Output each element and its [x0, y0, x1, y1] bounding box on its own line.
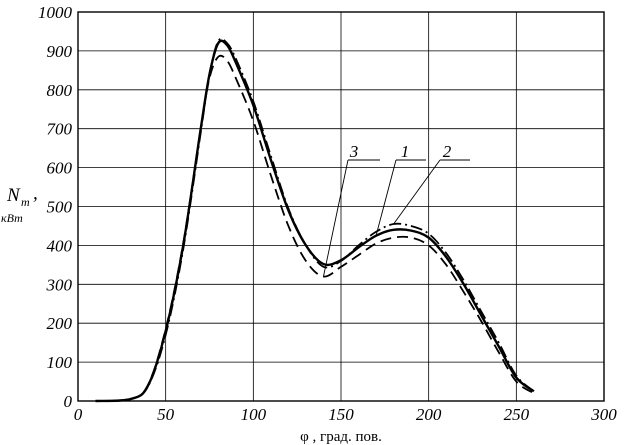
- curve-label-1: 1: [401, 142, 410, 161]
- y-axis-label-subscript: т: [21, 195, 30, 209]
- y-tick-label: 800: [47, 81, 73, 100]
- series-3-line: [95, 54, 535, 402]
- grid: [77, 11, 605, 402]
- y-tick-label: 1000: [38, 3, 73, 22]
- y-tick-labels: 0 100 200 300 400 500 600 700 800 900 1000: [38, 3, 73, 411]
- x-tick-label: 250: [504, 405, 530, 424]
- x-tick-label: 150: [328, 405, 354, 424]
- curve-label-3: 3: [349, 142, 359, 161]
- x-tick-label: 100: [241, 405, 267, 424]
- y-tick-label: 700: [47, 120, 73, 139]
- y-tick-label: 900: [47, 42, 73, 61]
- y-tick-label: 500: [47, 198, 73, 217]
- x-tick-label: 300: [590, 405, 617, 424]
- y-axis-label-comma: ,: [33, 183, 38, 204]
- x-tick-label: 0: [74, 405, 83, 424]
- y-axis-label-unit: кВт: [1, 211, 23, 225]
- y-tick-label: 400: [47, 236, 73, 255]
- y-axis-label-symbol: N: [6, 185, 21, 206]
- curve-label-leader: [393, 159, 441, 225]
- x-tick-label: 50: [157, 405, 175, 424]
- y-tick-label: 600: [47, 159, 73, 178]
- y-tick-label: 200: [47, 314, 73, 333]
- y-axis-label: N т , кВт: [1, 183, 38, 225]
- series-group: [95, 37, 535, 403]
- curve-label-2: 2: [443, 142, 452, 161]
- x-tick-label: 200: [416, 405, 442, 424]
- curve-label-leader: [375, 159, 397, 236]
- x-tick-labels: 0 50 100 150 200 250 300: [74, 405, 618, 424]
- y-tick-label: 0: [64, 392, 73, 411]
- y-tick-label: 300: [46, 275, 73, 294]
- series-1-line: [95, 39, 535, 403]
- plot-frame: [77, 11, 605, 402]
- annotations: 3 1 2: [323, 142, 470, 277]
- series-2-line: [95, 37, 535, 402]
- x-axis-label: φ , град. пов.: [300, 429, 382, 445]
- y-tick-label: 100: [47, 353, 73, 372]
- curve-label-leader: [323, 159, 349, 277]
